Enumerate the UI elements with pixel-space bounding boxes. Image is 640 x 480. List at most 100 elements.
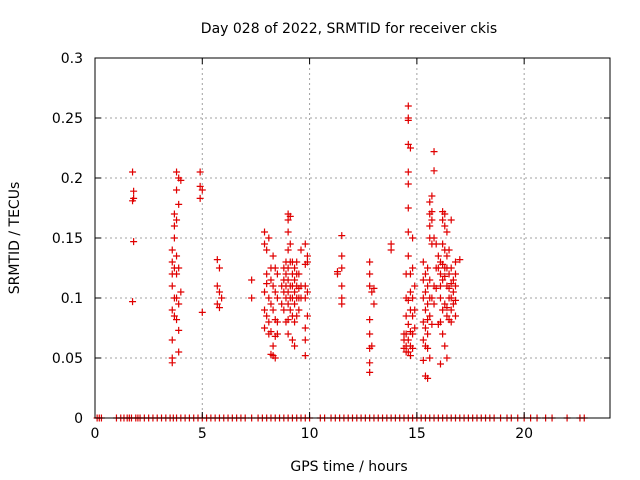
data-point xyxy=(130,187,138,195)
data-point xyxy=(366,359,374,367)
data-point xyxy=(175,326,183,334)
data-point xyxy=(301,324,309,332)
data-point xyxy=(421,324,429,332)
data-point xyxy=(273,330,281,338)
data-point xyxy=(441,300,449,308)
data-point xyxy=(439,330,447,338)
data-point xyxy=(284,276,292,284)
data-point xyxy=(419,294,427,302)
data-point xyxy=(366,270,374,278)
data-point xyxy=(269,282,277,290)
data-point xyxy=(421,270,429,278)
data-point xyxy=(434,264,442,272)
data-point xyxy=(273,270,281,278)
data-point xyxy=(282,270,290,278)
y-axis-label: SRMTID / TECUs xyxy=(7,182,23,295)
data-point xyxy=(338,282,346,290)
data-point xyxy=(198,186,206,194)
data-point xyxy=(452,296,459,304)
data-point xyxy=(441,342,449,350)
data-point xyxy=(443,252,451,260)
data-point xyxy=(419,336,427,344)
y-tick-label: 0.1 xyxy=(61,291,83,307)
data-points xyxy=(93,102,588,422)
data-point xyxy=(406,144,414,152)
data-point xyxy=(284,228,292,236)
data-point xyxy=(445,284,453,292)
data-point xyxy=(449,300,457,308)
data-point xyxy=(424,282,432,290)
data-point xyxy=(452,270,459,278)
data-point xyxy=(286,212,294,220)
y-tick-label: 0.2 xyxy=(61,171,83,187)
data-point xyxy=(284,300,292,308)
data-point xyxy=(301,282,309,290)
data-point xyxy=(439,276,447,284)
data-point xyxy=(303,288,311,296)
data-point xyxy=(443,354,451,362)
data-point xyxy=(443,304,451,312)
data-point xyxy=(436,360,444,368)
data-point xyxy=(297,246,305,254)
data-point xyxy=(424,316,432,324)
data-point xyxy=(129,168,137,176)
data-point xyxy=(338,294,346,302)
data-point xyxy=(261,240,269,248)
data-point xyxy=(284,288,292,296)
data-point xyxy=(261,288,269,296)
data-point xyxy=(441,210,449,218)
data-point xyxy=(267,276,275,284)
data-point xyxy=(173,252,181,260)
data-point xyxy=(286,240,294,248)
axis-ticks: 0 5 10 15 20 0 0.05 0.1 0.15 0.2 0.25 0.3 xyxy=(52,51,610,442)
data-point xyxy=(280,306,288,314)
data-point xyxy=(432,240,440,248)
data-point xyxy=(168,258,176,266)
data-point xyxy=(430,167,438,175)
data-point xyxy=(301,352,309,360)
data-point xyxy=(404,204,412,212)
data-point xyxy=(261,306,269,314)
y-tick-label: 0.3 xyxy=(61,51,83,67)
data-point xyxy=(424,374,432,382)
data-point xyxy=(215,304,223,312)
data-point xyxy=(248,276,256,284)
data-point xyxy=(333,270,341,278)
data-point xyxy=(129,298,137,306)
data-point xyxy=(263,280,271,288)
data-point xyxy=(170,234,178,242)
data-point xyxy=(404,228,412,236)
data-point xyxy=(368,342,376,350)
data-point xyxy=(447,306,455,314)
data-point xyxy=(196,194,204,202)
data-point xyxy=(338,252,346,260)
data-point xyxy=(303,258,311,266)
data-point xyxy=(248,294,256,302)
data-point xyxy=(267,328,275,336)
data-point xyxy=(430,234,438,242)
x-axis-label: GPS time / hours xyxy=(290,459,407,475)
data-point xyxy=(436,270,444,278)
data-point xyxy=(370,300,378,308)
data-point xyxy=(288,336,296,344)
data-point xyxy=(284,264,292,272)
data-point xyxy=(439,260,447,268)
data-point xyxy=(404,336,412,344)
data-point xyxy=(419,318,427,326)
data-point xyxy=(269,306,277,314)
data-point xyxy=(168,359,176,367)
data-point xyxy=(291,276,299,284)
data-point xyxy=(421,306,429,314)
data-point xyxy=(301,240,309,248)
data-point xyxy=(177,288,185,296)
data-point xyxy=(402,330,410,338)
data-point xyxy=(426,198,434,206)
data-point xyxy=(295,306,303,314)
data-point xyxy=(196,182,204,190)
data-point xyxy=(265,234,273,242)
data-point xyxy=(445,246,453,254)
data-point xyxy=(213,300,221,308)
data-point xyxy=(366,282,374,290)
data-point xyxy=(213,282,221,290)
